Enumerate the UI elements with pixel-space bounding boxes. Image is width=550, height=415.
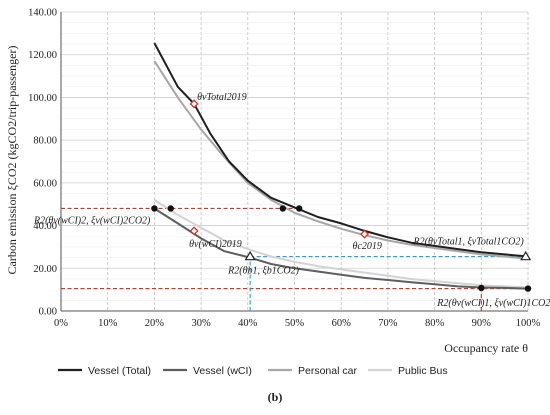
- x-axis-title: Occupancy rate θ: [444, 341, 528, 355]
- annotation-label: θvTotal2019: [197, 92, 247, 103]
- annotation-label: θc2019: [353, 241, 382, 252]
- annotation-label: R2(θv(wCI)1, ξv(wCI)1CO2): [436, 298, 550, 309]
- legend-label: Public Bus: [398, 365, 448, 377]
- series-line-vessel-total: [153, 42, 529, 258]
- series-lines: [153, 42, 529, 290]
- axes: [60, 12, 528, 312]
- legend: Vessel (Total) Vessel (wCI) Personal car Pu…: [58, 365, 448, 377]
- reference-lines: [61, 207, 528, 311]
- triangle-marker: [520, 250, 532, 261]
- data-point: [478, 284, 485, 292]
- y-tick-label: 80.00: [33, 136, 57, 147]
- legend-label: Vessel (wCI): [193, 365, 252, 377]
- x-tick-label: 60%: [332, 318, 352, 329]
- diamond-marker: [189, 226, 199, 236]
- series-line-public-bus: [153, 199, 529, 289]
- annotation-label: R2(θvTotal1, ξvTotal1CO2): [413, 237, 525, 248]
- data-point: [524, 285, 532, 292]
- legend-label: Vessel (Total): [88, 365, 151, 377]
- y-tick-label: 40.00: [33, 221, 57, 232]
- diamond-marker: [360, 229, 370, 239]
- data-point: [279, 205, 287, 212]
- x-tick-label: 0%: [54, 318, 68, 329]
- x-tick-label: 90%: [472, 318, 492, 329]
- x-tick-label: 100%: [516, 318, 541, 329]
- grid-lines: [61, 11, 529, 311]
- x-tick-label: 20%: [145, 318, 165, 329]
- diamond-marker: [189, 99, 199, 109]
- y-tick-label: 100.00: [28, 93, 57, 104]
- triangle-marker: [244, 250, 256, 261]
- series-line-vessel-wci: [153, 207, 529, 290]
- x-tick-label: 70%: [378, 318, 398, 329]
- annotation-label: θv(wCI)2019: [189, 239, 242, 250]
- series-line-personal-car: [153, 60, 529, 260]
- y-tick-label: 60.00: [33, 178, 57, 189]
- panel-label: (b): [268, 390, 283, 404]
- data-point: [151, 205, 158, 212]
- x-tick-labels: 0% 10% 20% 30% 40% 50% 60% 70% 80% 90% 100%: [54, 318, 541, 329]
- y-tick-label: 20.00: [33, 264, 57, 275]
- x-tick-label: 10%: [98, 318, 118, 329]
- markers: [151, 99, 532, 292]
- x-tick-label: 30%: [191, 318, 211, 329]
- data-point: [167, 205, 174, 212]
- annotations: θvTotal2019 θv(wCI)2019 θc2019 R2(θv(wCI)2,…: [33, 92, 550, 309]
- x-tick-label: 50%: [285, 318, 305, 329]
- x-tick-label: 80%: [425, 318, 445, 329]
- annotation-label: R2(θb1, ξb1CO2): [227, 266, 300, 277]
- legend-label: Personal car: [298, 365, 357, 377]
- x-tick-label: 40%: [238, 318, 258, 329]
- y-axis-title: Carbon emission ξCO2 (kgCO2/trip-passeng…: [5, 46, 19, 275]
- y-tick-labels: 0.00 20.00 40.00 60.00 80.00 100.00 120.00 140.…: [28, 8, 57, 318]
- data-point: [295, 205, 303, 212]
- y-tick-label: 120.00: [28, 50, 57, 61]
- y-tick-label: 0.00: [39, 307, 57, 318]
- y-tick-label: 140.00: [28, 8, 57, 19]
- annotation-label: R2(θv(wCI)2, ξv(wCI)2CO2): [33, 215, 151, 226]
